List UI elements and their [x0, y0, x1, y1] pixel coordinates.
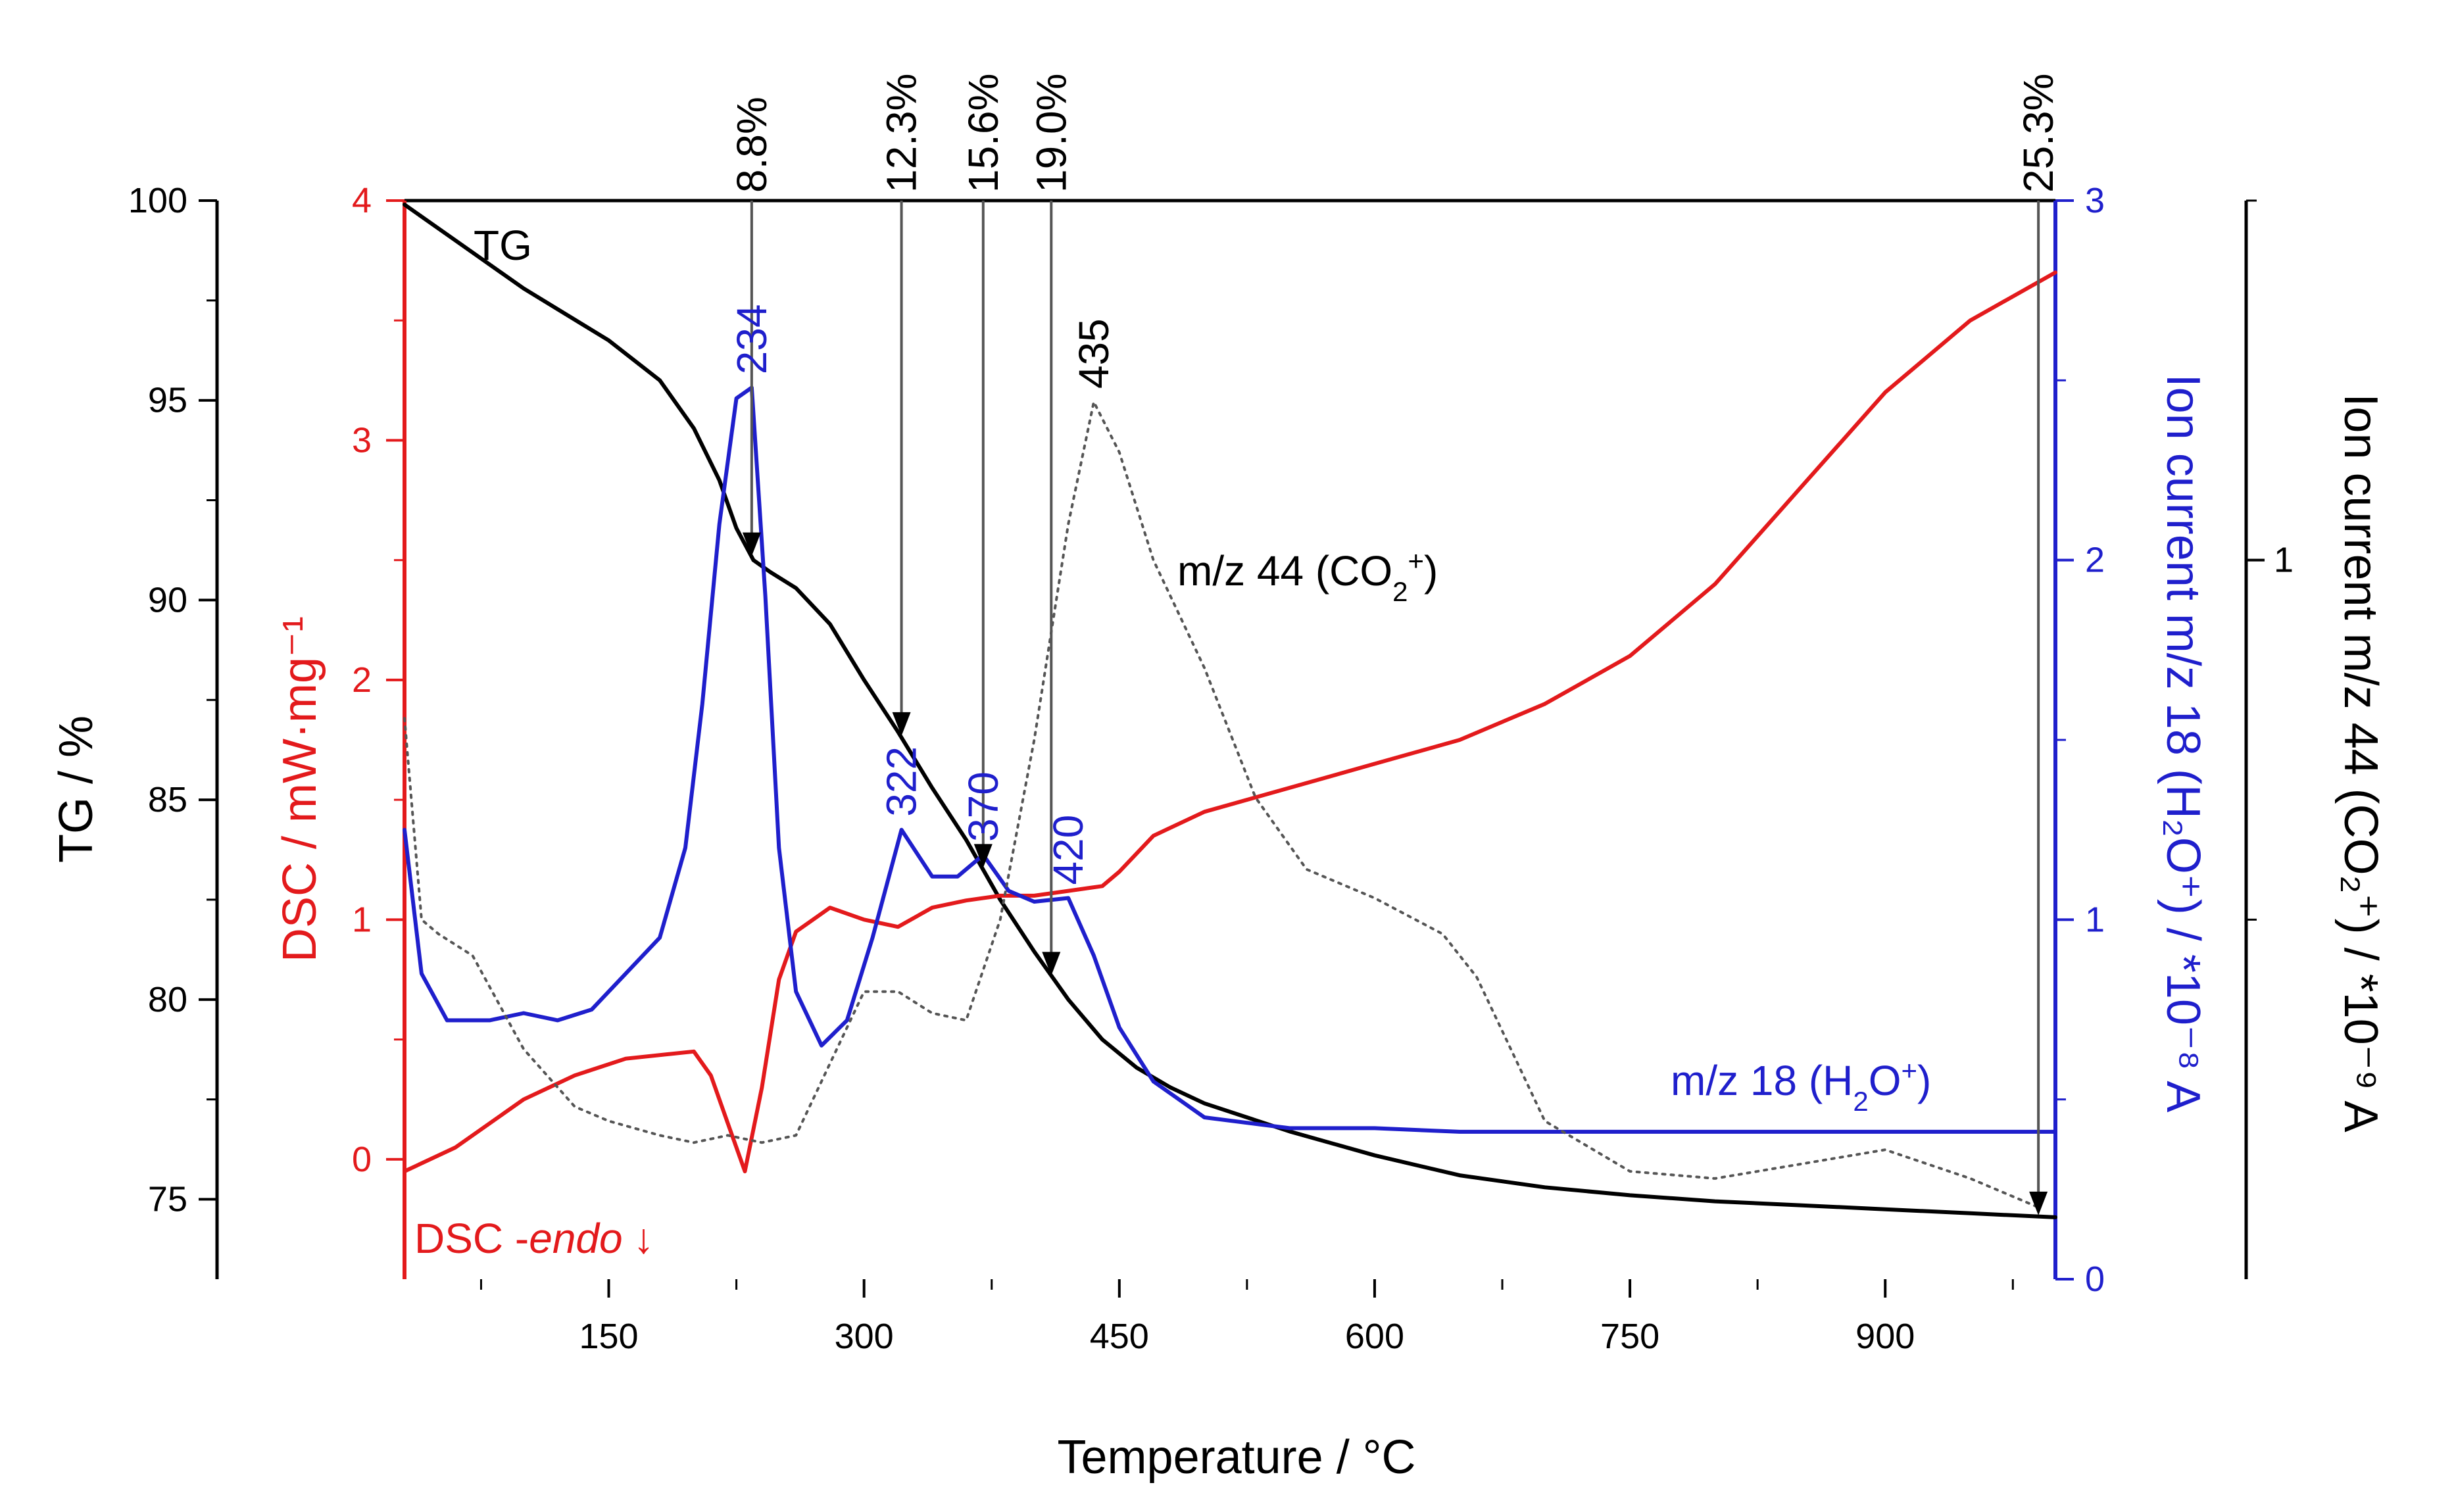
dsc-tick-label: 2 [352, 660, 372, 700]
mass-loss-arrowhead [892, 712, 911, 736]
tg-tick-label: 80 [148, 980, 187, 1019]
peak-label: 420 [1044, 815, 1092, 885]
h2o-series-line [403, 385, 2057, 1134]
tg-axis-title: TG / % [50, 716, 103, 863]
co2-tick-label: 1 [2274, 541, 2294, 580]
mass-loss-arrowhead [1042, 952, 1061, 976]
dsc-endo-label: DSC -endo ↓ [414, 1215, 654, 1262]
peak-label: 234 [728, 304, 775, 374]
tg-series-line [403, 203, 2057, 1219]
h2o-tick-label: 3 [2085, 181, 2105, 220]
x-tick-label: 150 [579, 1317, 638, 1356]
co2-series-line [403, 401, 2040, 1209]
mass-loss-markers: 8.8% 12.3% 15.6% 19.0% 25.3% 234 322 370 420 435 [728, 74, 2062, 1215]
x-tick-label: 900 [1855, 1317, 1915, 1356]
dsc-series-line [403, 270, 2057, 1173]
dsc-tick-label: 4 [352, 181, 372, 220]
h2o-series-label: m/z 18 (H2O+) [1671, 1055, 1931, 1117]
mass-loss-label: 25.3% [2015, 74, 2062, 193]
x-tick-label: 750 [1600, 1317, 1659, 1356]
peak-label: 322 [878, 746, 925, 817]
tg-tick-label: 100 [128, 181, 187, 220]
mass-loss-arrowhead [2029, 1191, 2048, 1215]
labels: Temperature / °C TG / % DSC / mW·mg⁻¹ Io… [50, 222, 2387, 1484]
dsc-axis-title: DSC / mW·mg⁻¹ [274, 616, 326, 962]
peak-label: 435 [1070, 318, 1117, 389]
tg-series-label: TG [474, 222, 532, 269]
x-tick-label: 300 [835, 1317, 894, 1356]
dsc-tick-label: 3 [352, 420, 372, 460]
mass-loss-label: 15.6% [960, 74, 1007, 193]
h2o-tick-label: 1 [2085, 900, 2105, 939]
h2o-tick-label: 0 [2085, 1259, 2105, 1299]
mass-loss-label: 8.8% [728, 97, 775, 193]
dsc-tick-label: 0 [352, 1140, 372, 1179]
co2-series-label: m/z 44 (CO2+) [1177, 545, 1438, 607]
tg-tick-label: 95 [148, 381, 187, 420]
axis-ticks: 150 300 450 600 750 9007580859095100012340123… [128, 181, 2294, 1356]
mass-loss-arrowhead [973, 844, 993, 868]
tg-tick-label: 75 [148, 1180, 187, 1219]
mass-loss-label: 12.3% [878, 74, 925, 193]
co2-axis-title: Ion current m/z 44 (CO₂⁺) / *10⁻⁹ A [2334, 393, 2387, 1132]
x-tick-label: 450 [1090, 1317, 1149, 1356]
x-axis-title: Temperature / °C [1058, 1431, 1416, 1484]
mass-loss-label: 19.0% [1027, 74, 1075, 193]
peak-label: 370 [960, 771, 1007, 842]
series-layer [403, 203, 2057, 1219]
h2o-tick-label: 2 [2085, 541, 2105, 580]
tg-tick-label: 85 [148, 780, 187, 819]
tg-tick-label: 90 [148, 580, 187, 620]
mass-loss-arrowhead [742, 532, 761, 556]
x-tick-label: 600 [1345, 1317, 1404, 1356]
dsc-tick-label: 1 [352, 900, 372, 939]
h2o-axis-title: Ion current m/z 18 (H₂O⁺) / *10⁻⁸ A [2157, 374, 2209, 1113]
